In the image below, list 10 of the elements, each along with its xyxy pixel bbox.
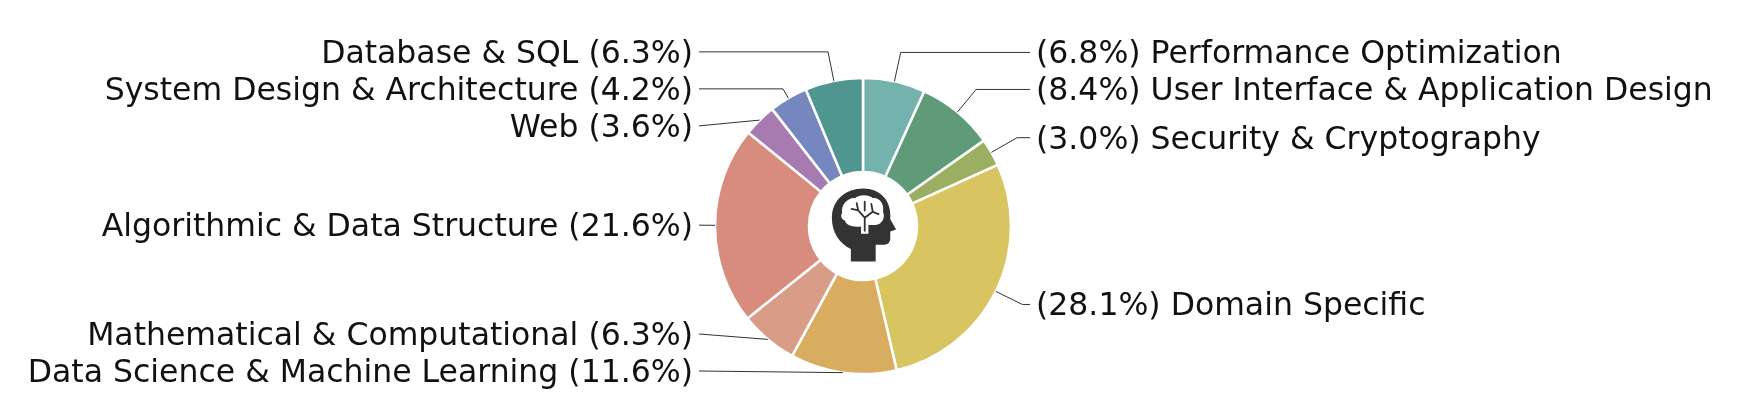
slice-label: Mathematical & Computational (6.3%) — [87, 316, 693, 352]
slice-label: (8.4%) User Interface & Application Design — [1036, 71, 1713, 108]
slice-label: Algorithmic & Data Structure (21.6%) — [101, 207, 693, 244]
slice-label: Data Science & Machine Learning (11.6%) — [27, 353, 693, 389]
slice-label: (6.8%) Performance Optimization — [1036, 34, 1562, 71]
slice-label: Web (3.6%) — [509, 107, 693, 144]
slice-label: System Design & Architecture (4.2%) — [104, 70, 693, 107]
slice-label: (28.1%) Domain Specific — [1036, 286, 1426, 323]
slice-label: Database & SQL (6.3%) — [321, 33, 693, 70]
slice-label: (3.0%) Security & Cryptography — [1036, 119, 1541, 156]
